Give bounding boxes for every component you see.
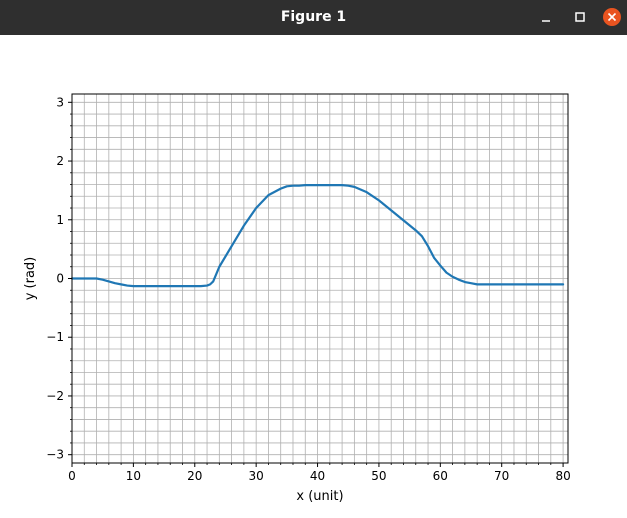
x-tick-label: 10 — [126, 469, 141, 483]
y-tick-label: −1 — [46, 330, 64, 344]
y-tick-label: 1 — [56, 213, 64, 227]
series-layer — [70, 184, 565, 288]
figure-canvas: 0 10 20 30 40 50 60 70 80 −3 −2 −1 0 1 2 3 x (unit) y (… — [0, 35, 627, 514]
x-tick-label: 50 — [371, 469, 386, 483]
y-tick-label: −3 — [46, 448, 64, 462]
x-tick-label: 60 — [433, 469, 448, 483]
ticks: 0 10 20 30 40 50 60 70 80 −3 −2 −1 0 1 2 3 — [46, 95, 570, 483]
line-chart: 0 10 20 30 40 50 60 70 80 −3 −2 −1 0 1 2 3 x (unit) y (… — [23, 93, 571, 504]
y-tick-label: −2 — [46, 389, 64, 403]
series-line — [70, 184, 565, 288]
maximize-icon — [575, 12, 585, 22]
x-tick-label: 40 — [310, 469, 325, 483]
y-tick-label: 3 — [56, 95, 64, 109]
grid — [71, 94, 568, 463]
minimize-icon — [542, 20, 550, 22]
window-title: Figure 1 — [280, 9, 347, 25]
y-tick-label: 2 — [56, 154, 64, 168]
maximize-button[interactable] — [570, 7, 590, 27]
close-button[interactable] — [602, 7, 622, 27]
x-tick-label: 80 — [555, 469, 570, 483]
y-tick-label: 0 — [56, 272, 64, 286]
x-axis-label: x (unit) — [296, 489, 343, 504]
x-tick-label: 30 — [249, 469, 264, 483]
x-tick-label: 20 — [187, 469, 202, 483]
window-titlebar[interactable]: Figure 1 — [0, 0, 627, 35]
x-tick-label: 70 — [494, 469, 509, 483]
y-axis-label: y (rad) — [23, 257, 38, 301]
minimize-button[interactable] — [536, 7, 556, 27]
close-icon — [603, 8, 621, 26]
x-tick-label: 0 — [68, 469, 76, 483]
